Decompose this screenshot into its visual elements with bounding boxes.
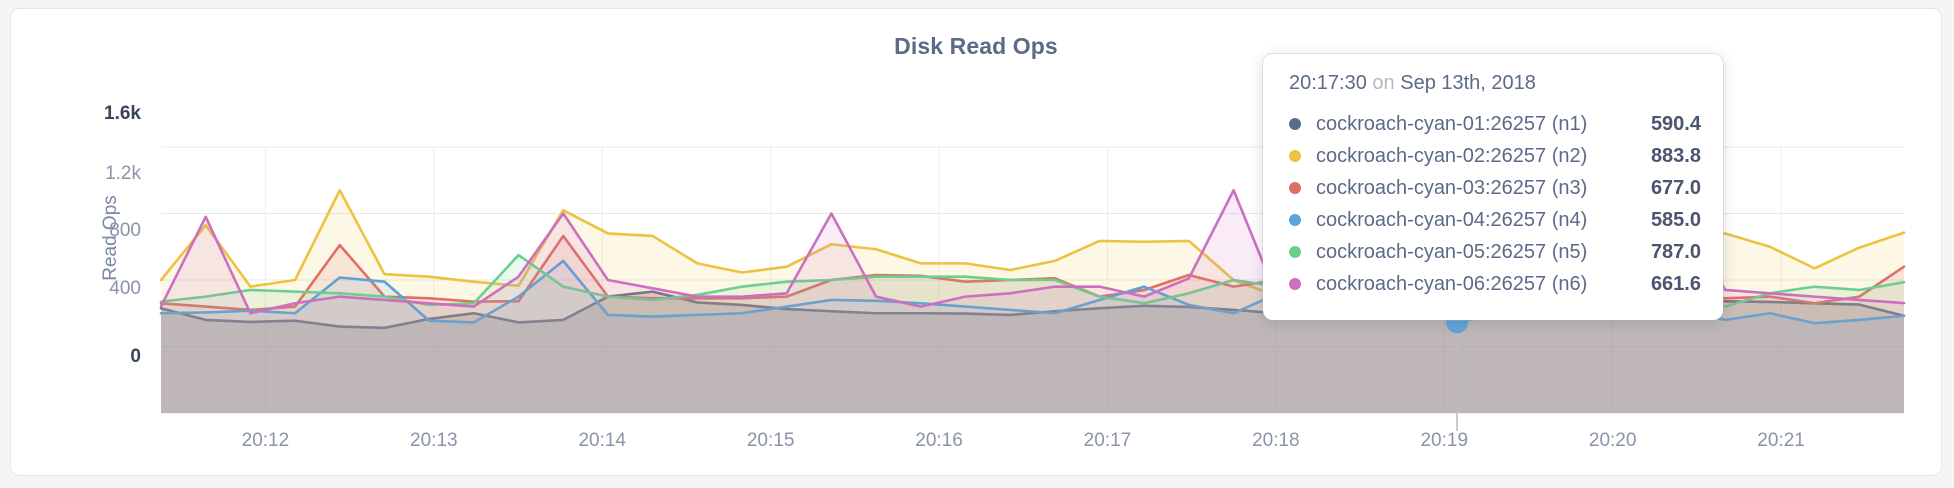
tooltip-series-value: 677.0 [1650,176,1701,199]
series-area [161,260,1904,413]
tooltip-row: cockroach-cyan-06:26257 (n6) 661.6 [1289,268,1701,300]
x-tick-2018: 20:18 [1252,430,1300,451]
x-tick-2014: 20:14 [578,430,626,451]
tooltip-series-value: 787.0 [1650,240,1701,263]
x-tick-2015: 20:15 [746,430,795,451]
tooltip-series-value: 661.6 [1650,272,1701,295]
tooltip-time: 20:17:30 [1289,72,1367,94]
tooltip-timestamp: 20:17:30 on Sep 13th, 2018 [1289,72,1701,95]
tooltip-series-label: cockroach-cyan-06:26257 (n6) [1316,272,1588,295]
x-tick-2019: 20:19 [1420,430,1469,451]
hover-tooltip: 20:17:30 on Sep 13th, 2018 cockroach-cya… [1263,54,1723,320]
tooltip-series-list: cockroach-cyan-01:26257 (n1) 590.4 cockroa… [1289,108,1701,300]
series-area [161,190,1904,413]
y-tick-1600: 1.6k [104,103,141,124]
tooltip-row: cockroach-cyan-05:26257 (n5) 787.0 [1289,236,1701,268]
y-axis: Read Ops 1.6k 1.2k 800 400 0 [49,9,141,475]
series-color-dot-icon [1289,278,1301,290]
tooltip-row: cockroach-cyan-01:26257 (n1) 590.4 [1289,108,1701,140]
series-color-dot-icon [1289,150,1301,162]
y-tick-1200: 1.2k [105,163,141,184]
tooltip-series-value: 585.0 [1650,208,1701,231]
tooltip-series-label: cockroach-cyan-05:26257 (n5) [1316,240,1588,263]
tooltip-series-value: 590.4 [1650,112,1701,135]
series-color-dot-icon [1289,182,1301,194]
tooltip-series-label: cockroach-cyan-04:26257 (n4) [1316,208,1588,231]
series-color-dot-icon [1289,118,1301,130]
y-tick-800: 800 [109,220,141,241]
tooltip-series-label: cockroach-cyan-03:26257 (n3) [1316,176,1588,199]
x-tick-2017: 20:17 [1083,430,1132,451]
x-tick-2013: 20:13 [410,430,458,451]
tooltip-series-label: cockroach-cyan-01:26257 (n1) [1316,112,1588,135]
tooltip-series-label: cockroach-cyan-02:26257 (n2) [1316,144,1588,167]
tooltip-row: cockroach-cyan-02:26257 (n2) 883.8 [1289,140,1701,172]
tooltip-date: Sep 13th, 2018 [1400,72,1536,94]
x-axis: 20:12 20:13 20:14 20:15 20:16 20:17 20:18 20:19… [11,430,1941,470]
tooltip-on-word: on [1372,72,1395,94]
y-tick-400: 400 [109,278,141,299]
x-tick-2012: 20:12 [241,430,290,451]
series-area [161,190,1904,413]
series-area [161,291,1904,413]
page-title: Disk Read Ops [894,33,1058,59]
series-area [161,235,1904,413]
series-color-dot-icon [1289,246,1301,258]
x-tick-2016: 20:16 [915,430,963,451]
tooltip-series-value: 883.8 [1650,144,1701,167]
tooltip-row: cockroach-cyan-03:26257 (n3) 677.0 [1289,172,1701,204]
series-color-dot-icon [1289,214,1301,226]
x-tick-2021: 20:21 [1757,430,1805,451]
tooltip-row: cockroach-cyan-04:26257 (n4) 585.0 [1289,204,1701,236]
x-tick-2020: 20:20 [1588,430,1637,451]
y-tick-0: 0 [130,346,141,367]
chart-card: Disk Read Ops Read Ops 1.6k 1.2k 800 400… [10,8,1942,476]
